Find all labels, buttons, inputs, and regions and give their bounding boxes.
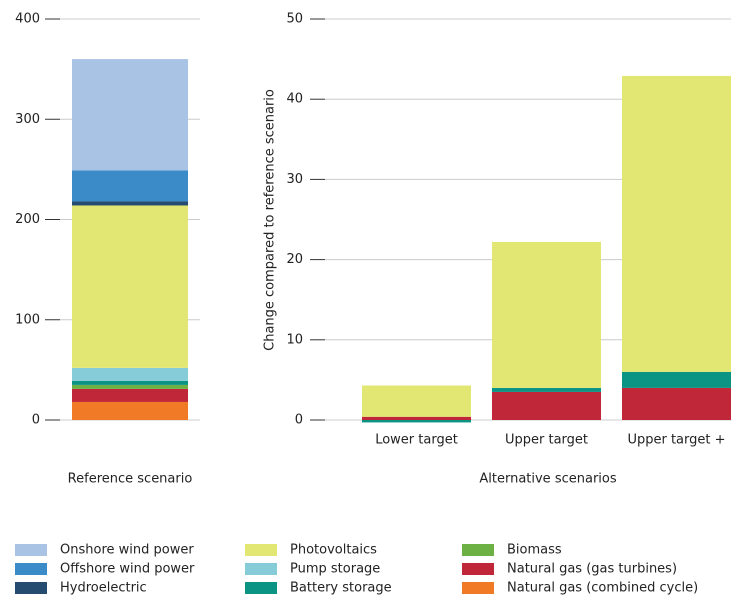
legend-label: Pump storage [290,562,380,577]
legend-swatch [462,582,494,594]
bar-segment [492,391,601,420]
x-tick-label: Upper target [505,433,588,448]
legend-swatch [15,563,47,575]
legend-label: Onshore wind power [60,543,194,558]
bar-segment [72,59,188,171]
bar-segment [492,387,601,392]
bar-segment [362,420,471,423]
x-tick-label: Lower target [375,433,458,448]
legend-label: Offshore wind power [60,562,195,577]
y-tick-label: 10 [286,332,303,347]
legend-label: Natural gas (combined cycle) [507,581,698,596]
bar-segment [72,170,188,202]
bar-segment [72,201,188,206]
legend-swatch [462,544,494,556]
legend-swatch [245,582,277,594]
legend-label: Biomass [507,543,562,558]
legend-label: Natural gas (gas turbines) [507,562,677,577]
bar-segment [362,385,471,417]
bar-segment [72,367,188,381]
legend-swatch [462,563,494,575]
legend-label: Battery storage [290,581,392,596]
x-axis-title: Alternative scenarios [479,472,616,487]
legend-swatch [15,582,47,594]
y-tick-label: 0 [295,413,303,428]
bar-segment [492,241,601,388]
x-axis-title: Reference scenario [68,472,193,487]
y-tick-label: 200 [15,212,40,227]
bar-segment [622,371,731,388]
bar-segment [72,401,188,420]
legend-label: Photovoltaics [290,543,377,558]
y-tick-label: 400 [15,12,40,27]
y-tick-label: 30 [286,172,303,187]
y-tick-label: 300 [15,112,40,127]
y-tick-label: 0 [32,413,40,428]
x-tick-label: Upper target + [627,433,725,448]
y-tick-label: 50 [286,12,303,27]
y-tick-label: 100 [15,312,40,327]
bar-segment [72,384,188,389]
bar-segment [622,387,731,420]
bar-segment [72,380,188,385]
legend-label: Hydroelectric [60,581,147,596]
bar-segment [622,75,731,372]
legend-swatch [15,544,47,556]
bar-segment [362,416,471,420]
bar-segment [72,388,188,402]
y-axis-title: Change compared to reference scenario [263,89,278,351]
y-tick-label: 20 [286,252,303,267]
y-tick-label: 40 [286,92,303,107]
legend-swatch [245,544,277,556]
legend-swatch [245,563,277,575]
bar-segment [72,205,188,368]
